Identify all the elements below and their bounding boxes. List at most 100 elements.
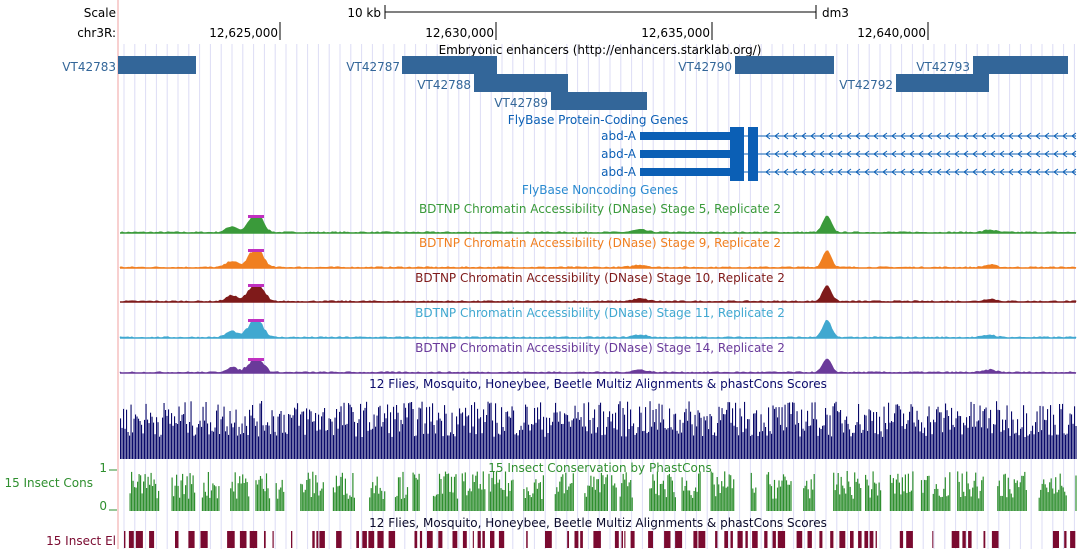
conserved-element[interactable] [124,531,126,548]
conserved-element[interactable] [477,531,481,548]
conserved-element[interactable] [545,531,552,548]
conserved-element[interactable] [864,531,869,548]
conserved-element[interactable] [462,531,467,548]
enhancer-feature[interactable] [735,56,834,74]
conserved-element[interactable] [664,531,671,548]
conserved-element[interactable] [983,531,986,548]
conserved-element[interactable] [715,531,718,548]
conserved-element[interactable] [648,531,653,548]
conserved-element[interactable] [336,531,342,548]
conserved-element[interactable] [291,531,293,548]
conserved-element[interactable] [962,531,966,548]
phastcons-track[interactable]: 15 Insect Conservation by PhastCons 15 I… [4,461,1077,513]
dnase-track-stage5[interactable]: BDTNP Chromatin Accessibility (DNase) St… [119,202,1077,234]
conserved-element[interactable] [452,531,458,548]
conserved-element[interactable] [188,531,195,548]
conserved-element[interactable] [724,531,728,548]
conserved-element[interactable] [752,531,758,548]
conserved-element[interactable] [675,531,683,548]
conserved-element[interactable] [319,531,325,548]
gene-exon[interactable] [748,127,758,145]
conserved-element[interactable] [764,531,768,548]
conserved-element[interactable] [850,531,854,548]
conserved-element[interactable] [149,531,155,548]
conserved-element[interactable] [737,531,743,548]
dnase-track-stage9[interactable]: BDTNP Chromatin Accessibility (DNase) St… [119,236,1077,269]
protein-coding-track[interactable]: FlyBase Protein-Coding Genes abd-A abd-A… [508,113,1077,181]
conserved-element[interactable] [316,531,319,548]
noncoding-track[interactable]: FlyBase Noncoding Genes [522,183,678,197]
gene-exon[interactable] [730,145,744,163]
conserved-element[interactable] [249,531,258,548]
conserved-element[interactable] [427,531,433,548]
conserved-element[interactable] [698,531,706,548]
enhancer-feature[interactable] [896,74,989,92]
gene-exon[interactable] [730,127,744,145]
conserved-element[interactable] [730,531,733,548]
gene-exon[interactable] [640,132,732,140]
conserved-element[interactable] [991,531,999,548]
conserved-element[interactable] [796,531,803,548]
conserved-element[interactable] [693,531,698,548]
conserved-element[interactable] [819,531,823,548]
enhancers-track[interactable]: Embryonic enhancers (http://enhancers.st… [62,43,1068,110]
conserved-element[interactable] [1052,531,1059,548]
gene-exon[interactable] [640,168,732,176]
conserved-element[interactable] [869,531,874,548]
conserved-element[interactable] [128,531,134,548]
conserved-element[interactable] [312,531,315,548]
conserved-element[interactable] [272,531,274,548]
conserved-element[interactable] [839,531,846,548]
conserved-element[interactable] [772,531,776,548]
conserved-element[interactable] [968,531,972,548]
conserved-element[interactable] [135,531,143,548]
conserved-element[interactable] [807,531,812,548]
conserved-element[interactable] [624,531,626,548]
elements-track[interactable]: 12 Flies, Mosquito, Honeybee, Beetle Mul… [46,516,1076,548]
conserved-element[interactable] [490,531,495,548]
enhancer-feature[interactable] [474,74,568,92]
conserved-element[interactable] [875,531,877,548]
conserved-element[interactable] [239,531,247,548]
conserved-element[interactable] [899,531,904,548]
conserved-element[interactable] [830,531,834,548]
conserved-element[interactable] [264,531,266,548]
conserved-element[interactable] [621,531,624,548]
multiz-track[interactable]: 12 Flies, Mosquito, Honeybee, Beetle Mul… [120,377,1077,459]
enhancer-feature[interactable] [402,56,497,74]
conserved-element[interactable] [377,531,384,548]
conserved-element[interactable] [482,531,485,548]
conserved-element[interactable] [593,531,601,548]
conserved-element[interactable] [498,531,505,548]
conserved-element[interactable] [777,531,786,548]
enhancer-feature[interactable] [973,56,1068,74]
conserved-element[interactable] [906,531,913,548]
phastcons-side-label[interactable]: 15 Insect Cons [4,476,93,490]
elements-side-label[interactable]: 15 Insect El [46,534,116,548]
gene-exon[interactable] [730,163,744,181]
conserved-element[interactable] [438,531,443,548]
enhancer-feature[interactable] [551,92,647,110]
gene-models[interactable] [640,127,1077,181]
gene-exon[interactable] [640,150,732,158]
conserved-element[interactable] [951,531,960,548]
conserved-element[interactable] [200,531,208,548]
conserved-element[interactable] [526,531,528,548]
conserved-element[interactable] [1064,531,1067,548]
conserved-element[interactable] [368,531,375,548]
conserved-element[interactable] [419,531,423,548]
conserved-element[interactable] [472,531,474,548]
enhancer-feature[interactable] [118,56,196,74]
conserved-element[interactable] [745,531,748,548]
conserved-element[interactable] [567,531,569,548]
conserved-element[interactable] [362,531,367,548]
conserved-element[interactable] [388,531,396,548]
dnase-track-stage14[interactable]: BDTNP Chromatin Accessibility (DNase) St… [119,341,1077,374]
dnase-track-stage11[interactable]: BDTNP Chromatin Accessibility (DNase) St… [119,306,1077,339]
conserved-element[interactable] [175,531,179,548]
conserved-element[interactable] [414,531,418,548]
conserved-element[interactable] [227,531,235,548]
conserved-element[interactable] [932,531,934,548]
conserved-element[interactable] [858,531,862,548]
gene-exon[interactable] [748,163,758,181]
